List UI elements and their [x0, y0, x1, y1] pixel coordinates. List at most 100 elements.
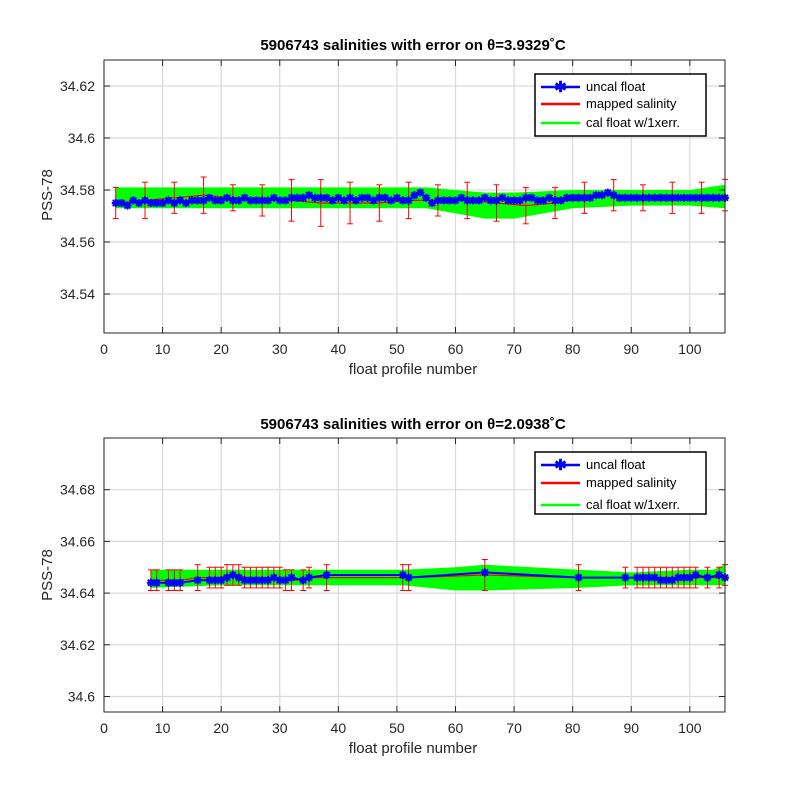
x-tick-label: 100 [678, 341, 702, 357]
legend-label-mapped-salinity: mapped salinity [586, 96, 677, 111]
uncal-float-point [621, 193, 630, 202]
x-tick-label: 50 [389, 720, 405, 736]
axes-frame [103, 59, 726, 334]
mapped-salinity-errorbar [171, 181, 178, 214]
uncal-float-point [674, 193, 683, 202]
legend-label-mapped-salinity: mapped salinity [586, 475, 677, 490]
x-tick-label: 70 [506, 720, 522, 736]
x-tick-label: 0 [100, 341, 108, 357]
x-tick-label: 60 [448, 720, 464, 736]
legend-label-cal-float: cal float w/1xerr. [586, 115, 680, 130]
uncal-float-point [656, 576, 665, 585]
x-axis-label: float profile number [349, 361, 477, 378]
cal-float-error-band [150, 564, 725, 591]
legend-marker-uncal-float: ✱ [554, 457, 567, 474]
uncal-float-point [662, 193, 671, 202]
uncal-float-point [392, 193, 401, 202]
x-tick-label: 50 [389, 341, 405, 357]
uncal-float-point [123, 201, 132, 210]
uncal-float-point [480, 568, 489, 577]
x-tick-label: 30 [272, 341, 288, 357]
uncal-float-point [574, 573, 583, 582]
uncal-float-point [627, 193, 636, 202]
legend: ✱ uncal float mapped salinity cal float … [534, 73, 707, 137]
x-tick-label: 80 [565, 720, 581, 736]
x-axis-label: float profile number [349, 740, 477, 757]
x-tick-label: 40 [331, 341, 347, 357]
x-tick-label: 20 [213, 341, 229, 357]
legend-label-uncal-float: uncal float [586, 457, 646, 472]
uncal-float-point [679, 193, 688, 202]
x-tick-label: 10 [155, 341, 171, 357]
x-tick-label: 30 [272, 720, 288, 736]
uncal-float-point [422, 193, 431, 202]
legend-marker-uncal-float: ✱ [554, 79, 567, 96]
uncal-float-point [510, 196, 519, 205]
uncal-float-point [182, 199, 191, 207]
chart-title: 5906743 salinities with error on θ=3.932… [260, 37, 566, 54]
uncal-float-point [152, 578, 161, 587]
uncal-float-point [404, 573, 413, 582]
y-tick-label: 34.6 [68, 130, 95, 146]
y-tick-label: 34.62 [60, 78, 95, 94]
uncal-float-point [287, 193, 296, 202]
uncal-float-point [275, 196, 284, 205]
uncal-float-point [644, 573, 653, 582]
uncal-float-point [691, 571, 700, 579]
uncal-float-point [621, 573, 630, 582]
y-tick-label: 34.66 [60, 533, 95, 549]
y-tick-label: 34.58 [60, 182, 95, 198]
mapped-salinity-errorbar [376, 184, 383, 222]
uncal-float-point [228, 196, 237, 205]
legend-label-uncal-float: uncal float [586, 79, 646, 94]
uncal-float-point [146, 578, 155, 587]
uncal-float-point [240, 576, 249, 585]
uncal-float-point [170, 578, 179, 587]
y-tick-label: 34.68 [60, 482, 95, 498]
x-tick-label: 20 [213, 720, 229, 736]
uncal-float-point [404, 196, 413, 205]
x-tick-label: 100 [678, 720, 702, 736]
mapped-salinity-errorbar [522, 186, 529, 225]
uncal-float-point [445, 196, 454, 205]
y-tick-label: 34.6 [68, 688, 95, 704]
axes-frame [103, 437, 726, 713]
uncal-float-point [375, 193, 384, 202]
y-tick-label: 34.56 [60, 234, 95, 250]
uncal-float-point [199, 196, 208, 205]
uncal-float-point [416, 188, 425, 197]
legend-label-cal-float: cal float w/1xerr. [586, 497, 680, 512]
cal-float-error-band [115, 184, 725, 219]
x-tick-label: 90 [623, 341, 639, 357]
x-tick-label: 90 [623, 720, 639, 736]
y-tick-label: 34.64 [60, 585, 95, 601]
y-axis-label: PSS-78 [39, 169, 56, 221]
x-tick-label: 80 [565, 341, 581, 357]
y-axis-label: PSS-78 [39, 549, 56, 601]
mapped-salinity-errorbar [200, 176, 207, 214]
uncal-float-point [322, 571, 331, 579]
y-tick-label: 34.62 [60, 637, 95, 653]
x-tick-label: 60 [448, 341, 464, 357]
uncal-float-point [193, 576, 202, 585]
salinity-chart-bottom: 5906743 salinities with error on θ=2.093… [39, 416, 729, 757]
uncal-float-point [703, 573, 712, 582]
uncal-float-point [287, 573, 296, 582]
salinity-chart-top: 5906743 salinities with error on θ=3.932… [39, 37, 729, 378]
mapped-salinity-errorbar [347, 181, 354, 225]
mapped-salinity-errorbar [317, 179, 324, 227]
uncal-float-point [176, 578, 185, 587]
x-tick-label: 0 [100, 720, 108, 736]
uncal-float-point [305, 573, 314, 582]
y-tick-label: 34.54 [60, 286, 95, 302]
uncal-float-point [562, 193, 571, 202]
uncal-float-point [691, 193, 700, 202]
uncal-float-point [316, 193, 325, 202]
x-tick-label: 70 [506, 341, 522, 357]
x-tick-label: 10 [155, 720, 171, 736]
legend: ✱ uncal float mapped salinity cal float … [534, 451, 707, 515]
chart-title: 5906743 salinities with error on θ=2.093… [260, 416, 566, 433]
uncal-float-point [715, 193, 724, 202]
x-tick-label: 40 [331, 720, 347, 736]
